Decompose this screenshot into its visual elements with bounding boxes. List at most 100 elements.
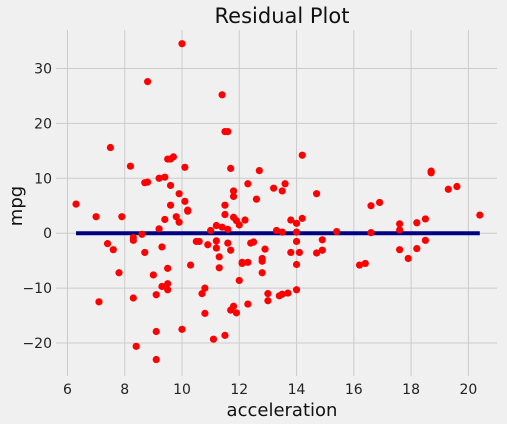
residual-point bbox=[169, 153, 178, 161]
residual-point bbox=[404, 254, 412, 263]
residual-point bbox=[155, 174, 163, 182]
residual-point bbox=[141, 248, 149, 257]
residual-point bbox=[295, 248, 304, 257]
residual-point bbox=[444, 185, 452, 193]
residual-point bbox=[103, 240, 112, 248]
residual-point bbox=[298, 151, 306, 159]
residual-point bbox=[413, 244, 421, 253]
residual-point bbox=[215, 264, 223, 272]
residual-point bbox=[396, 246, 404, 254]
residual-point bbox=[258, 257, 266, 265]
residual-point bbox=[278, 290, 286, 298]
residual-point bbox=[218, 91, 226, 99]
residual-point bbox=[175, 190, 183, 198]
residual-point bbox=[181, 197, 189, 205]
residual-point bbox=[421, 236, 430, 244]
residual-point bbox=[396, 226, 404, 234]
residual-point bbox=[164, 280, 172, 288]
residual-point bbox=[292, 228, 301, 236]
residual-point bbox=[264, 297, 272, 305]
x-tick-label: 16 bbox=[345, 382, 363, 398]
residual-point bbox=[476, 211, 484, 219]
residual-point bbox=[175, 218, 183, 226]
residual-point bbox=[215, 253, 223, 261]
x-tick-label: 18 bbox=[402, 382, 420, 398]
residual-point bbox=[241, 216, 249, 224]
residual-point bbox=[132, 342, 140, 350]
residual-point bbox=[244, 258, 252, 266]
x-tick-label: 20 bbox=[459, 382, 477, 398]
residual-point bbox=[249, 238, 258, 246]
residual-point bbox=[152, 327, 160, 336]
residual-point bbox=[292, 286, 301, 294]
y-axis-label: mpg bbox=[6, 186, 27, 226]
residual-point bbox=[312, 190, 321, 198]
residual-point bbox=[181, 163, 189, 171]
residual-point bbox=[109, 246, 117, 254]
residual-point bbox=[292, 219, 301, 227]
residual-point bbox=[238, 259, 246, 268]
residual-point bbox=[144, 78, 152, 86]
residual-point bbox=[201, 309, 209, 317]
residual-point bbox=[258, 269, 266, 277]
residual-point bbox=[292, 237, 301, 246]
residual-point bbox=[126, 162, 135, 170]
residual-point bbox=[396, 220, 404, 228]
residual-point bbox=[92, 213, 100, 221]
residual-point bbox=[227, 164, 235, 172]
residual-point bbox=[232, 309, 241, 317]
residual-point bbox=[270, 184, 278, 192]
residual-point bbox=[244, 180, 252, 188]
residual-point bbox=[229, 187, 238, 195]
residual-point bbox=[281, 180, 289, 188]
residual-point bbox=[361, 259, 369, 268]
residual-point bbox=[178, 325, 186, 333]
residual-point bbox=[287, 216, 295, 224]
y-tick-label: 30 bbox=[34, 61, 52, 77]
residual-point bbox=[129, 236, 137, 244]
residual-point bbox=[235, 276, 243, 285]
residual-point bbox=[255, 166, 263, 175]
residual-point bbox=[244, 300, 252, 308]
residual-point bbox=[221, 201, 229, 209]
residual-point bbox=[164, 286, 172, 294]
residual-point bbox=[106, 143, 115, 152]
x-tick-label: 12 bbox=[230, 382, 248, 398]
residual-point bbox=[312, 249, 321, 257]
residual-point bbox=[209, 335, 218, 343]
y-tick-label: −20 bbox=[22, 336, 52, 352]
residual-point bbox=[95, 298, 103, 306]
residual-point bbox=[158, 282, 166, 291]
residual-point bbox=[195, 237, 203, 246]
residual-point bbox=[207, 226, 215, 235]
x-tick-labels: 6 8 10 12 14 16 18 20 bbox=[63, 382, 477, 398]
residual-point bbox=[229, 302, 238, 310]
residual-point bbox=[212, 221, 220, 230]
residual-point bbox=[261, 245, 269, 253]
residual-point bbox=[264, 290, 272, 298]
residual-point bbox=[221, 210, 229, 219]
residual-point bbox=[164, 264, 172, 272]
residual-point bbox=[235, 221, 243, 229]
residual-point bbox=[287, 248, 295, 257]
residual-point bbox=[413, 219, 421, 227]
residual-point bbox=[152, 291, 160, 299]
residual-point bbox=[421, 215, 430, 223]
residual-point bbox=[129, 294, 137, 302]
residual-point bbox=[178, 40, 186, 48]
residual-point bbox=[278, 187, 286, 195]
residual-point bbox=[138, 230, 146, 238]
residual-point bbox=[318, 246, 326, 254]
residual-point bbox=[201, 284, 209, 292]
residual-point bbox=[284, 289, 292, 297]
y-tick-label: −10 bbox=[22, 281, 52, 297]
residual-point bbox=[198, 290, 206, 298]
residual-point bbox=[166, 181, 175, 190]
scatter-points bbox=[72, 40, 484, 364]
y-tick-labels: −20 −10 0 10 20 30 bbox=[22, 61, 52, 352]
residual-point bbox=[221, 331, 229, 339]
residual-point bbox=[224, 128, 232, 136]
x-axis-label: acceleration bbox=[227, 400, 338, 421]
